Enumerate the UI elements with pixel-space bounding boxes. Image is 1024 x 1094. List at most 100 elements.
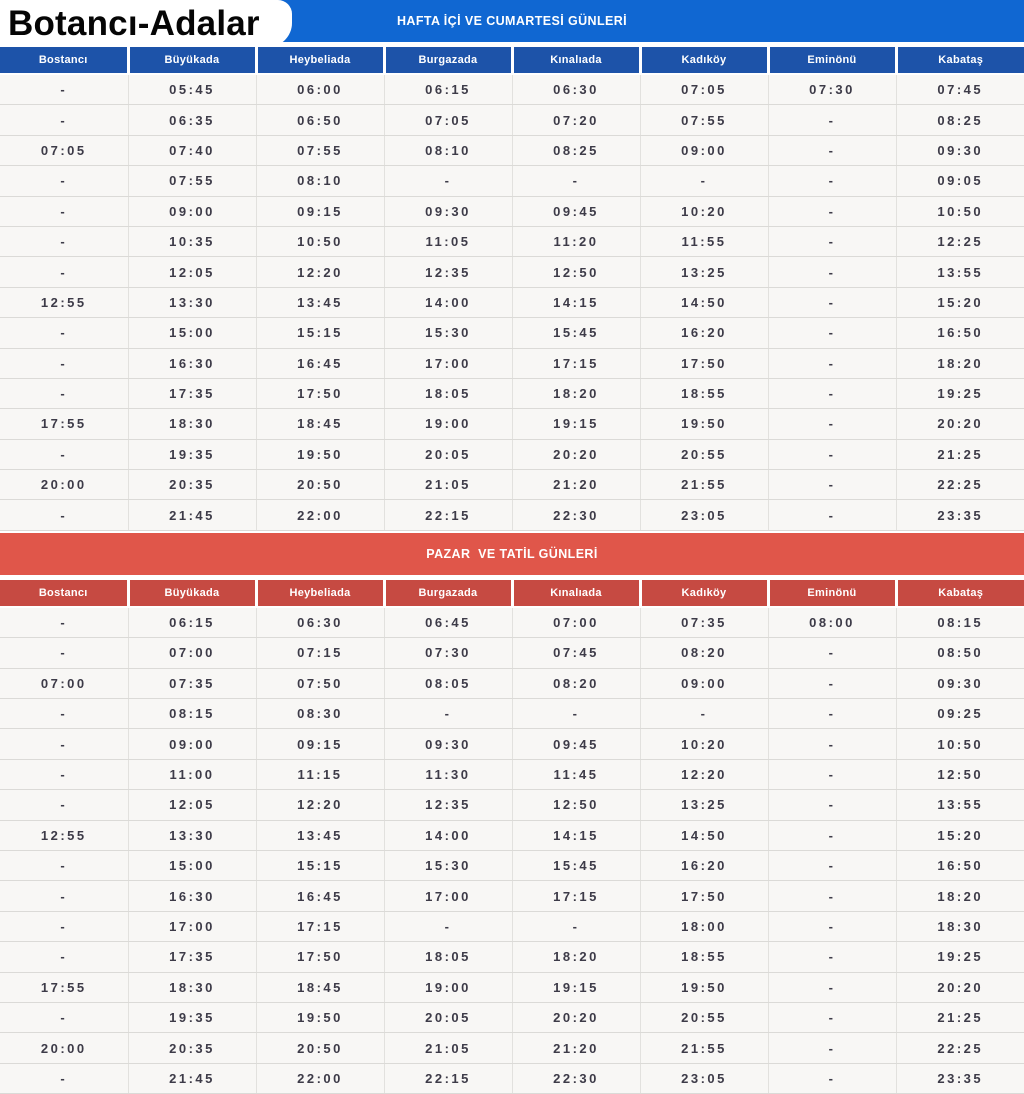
time-cell: 16:50 <box>895 850 1024 882</box>
time-cell: 12:35 <box>383 256 512 288</box>
no-service-cell: - <box>0 1063 128 1094</box>
time-cell: 08:25 <box>511 135 640 167</box>
no-service-cell: - <box>0 759 128 791</box>
time-cell: 20:05 <box>383 1002 512 1034</box>
time-cell: 19:00 <box>383 408 512 440</box>
no-service-cell: - <box>767 759 896 791</box>
time-cell: 17:15 <box>511 348 640 379</box>
timetable-body: -06:15 06:30 06:45 07:00 07:35 08:00 08:15-07:… <box>0 606 1024 1094</box>
time-cell: 11:00 <box>127 759 256 791</box>
no-service-cell: - <box>511 165 640 197</box>
time-cell: 20:05 <box>383 439 512 471</box>
no-service-cell: - <box>767 789 896 821</box>
time-cell: 09:15 <box>255 728 384 760</box>
time-cell: 07:30 <box>383 637 512 669</box>
time-cell: 20:20 <box>511 1002 640 1034</box>
no-service-cell: - <box>767 408 896 440</box>
time-cell: 16:45 <box>255 348 384 379</box>
table-row: -05:45 06:00 06:15 06:30 07:05 07:30 07:45 <box>0 74 1024 106</box>
schedule-section-holiday: PAZAR VE TATİL GÜNLERİ Bostancı Büyükada He… <box>0 532 1024 1094</box>
time-cell: 17:00 <box>383 880 512 912</box>
time-cell: 06:15 <box>127 606 256 639</box>
header-row: Bostancı Büyükada Heybeliada Burgazada Kınal… <box>0 579 1024 608</box>
time-cell: 08:25 <box>895 104 1024 136</box>
time-cell: 17:55 <box>0 408 128 440</box>
table-row: -07:55 08:10- - - -09:05 <box>0 165 1024 197</box>
time-cell: 15:15 <box>255 317 384 349</box>
table-row: -19:35 19:50 20:05 20:20 20:55-21:25 <box>0 439 1024 471</box>
time-cell: 19:15 <box>511 972 640 1003</box>
time-cell: 07:00 <box>511 606 640 639</box>
time-cell: 21:55 <box>639 1032 768 1064</box>
no-service-cell: - <box>0 1002 128 1034</box>
time-cell: 10:35 <box>127 226 256 258</box>
time-cell: 10:50 <box>255 226 384 258</box>
time-cell: 08:10 <box>383 135 512 167</box>
time-cell: 20:00 <box>0 1032 128 1064</box>
no-service-cell: - <box>767 196 896 227</box>
time-cell: 14:00 <box>383 287 512 319</box>
time-cell: 15:00 <box>127 317 256 349</box>
no-service-cell: - <box>767 911 896 943</box>
no-service-cell: - <box>0 789 128 821</box>
table-row: -17:35 17:50 18:05 18:20 18:55-19:25 <box>0 378 1024 410</box>
no-service-cell: - <box>0 850 128 882</box>
no-service-cell: - <box>0 606 128 639</box>
time-cell: 18:00 <box>639 911 768 943</box>
time-cell: 09:30 <box>895 668 1024 700</box>
time-cell: 19:25 <box>895 378 1024 410</box>
time-cell: 23:35 <box>895 1063 1024 1094</box>
no-service-cell: - <box>767 135 896 167</box>
time-cell: 20:50 <box>255 1032 384 1064</box>
no-service-cell: - <box>767 850 896 882</box>
no-service-cell: - <box>0 74 128 106</box>
time-cell: 05:45 <box>127 74 256 106</box>
time-cell: 07:55 <box>127 165 256 197</box>
time-cell: 12:50 <box>511 789 640 821</box>
time-cell: 15:15 <box>255 850 384 882</box>
no-service-cell: - <box>0 439 128 471</box>
column-header-burgazada: Burgazada <box>382 47 512 75</box>
time-cell: 17:00 <box>127 911 256 943</box>
table-row: -12:05 12:20 12:35 12:50 13:25-13:55 <box>0 789 1024 821</box>
time-cell: 21:55 <box>639 469 768 501</box>
table-row: -06:35 06:50 07:05 07:20 07:55-08:25 <box>0 104 1024 136</box>
time-cell: 20:35 <box>127 1032 256 1064</box>
no-service-cell: - <box>767 1002 896 1034</box>
time-cell: 13:55 <box>895 256 1024 288</box>
time-cell: 20:20 <box>895 972 1024 1003</box>
no-service-cell: - <box>767 469 896 501</box>
no-service-cell: - <box>767 104 896 136</box>
time-cell: 13:25 <box>639 256 768 288</box>
time-cell: 19:15 <box>511 408 640 440</box>
time-cell: 07:20 <box>511 104 640 136</box>
column-header-bostancı: Bostancı <box>0 579 128 608</box>
time-cell: 07:40 <box>127 135 256 167</box>
time-cell: 17:50 <box>255 941 384 973</box>
no-service-cell: - <box>767 1032 896 1064</box>
time-cell: 18:05 <box>383 378 512 410</box>
route-title: Botancı-Adalar <box>8 3 260 43</box>
timetable-weekday: Bostancı Büyükada Heybeliada Burgazada Kınal… <box>0 47 1024 531</box>
no-service-cell: - <box>0 698 128 730</box>
time-cell: 18:20 <box>895 348 1024 379</box>
time-cell: 12:05 <box>127 256 256 288</box>
time-cell: 22:30 <box>511 1063 640 1094</box>
time-cell: 06:35 <box>127 104 256 136</box>
time-cell: 18:55 <box>639 941 768 973</box>
no-service-cell: - <box>767 378 896 410</box>
column-header-kadıköy: Kadıköy <box>638 579 768 608</box>
time-cell: 07:30 <box>767 74 896 106</box>
section-banner-title: PAZAR VE TATİL GÜNLERİ <box>426 546 598 561</box>
time-cell: 10:20 <box>639 728 768 760</box>
time-cell: 12:20 <box>639 759 768 791</box>
time-cell: 09:45 <box>511 196 640 227</box>
no-service-cell: - <box>0 499 128 531</box>
column-header-büyükada: Büyükada <box>126 579 256 608</box>
time-cell: 10:50 <box>895 196 1024 227</box>
no-service-cell: - <box>767 668 896 700</box>
table-row: -17:00 17:15- -18:00-18:30 <box>0 911 1024 943</box>
time-cell: 06:45 <box>383 606 512 639</box>
time-cell: 19:35 <box>127 439 256 471</box>
time-cell: 09:45 <box>511 728 640 760</box>
